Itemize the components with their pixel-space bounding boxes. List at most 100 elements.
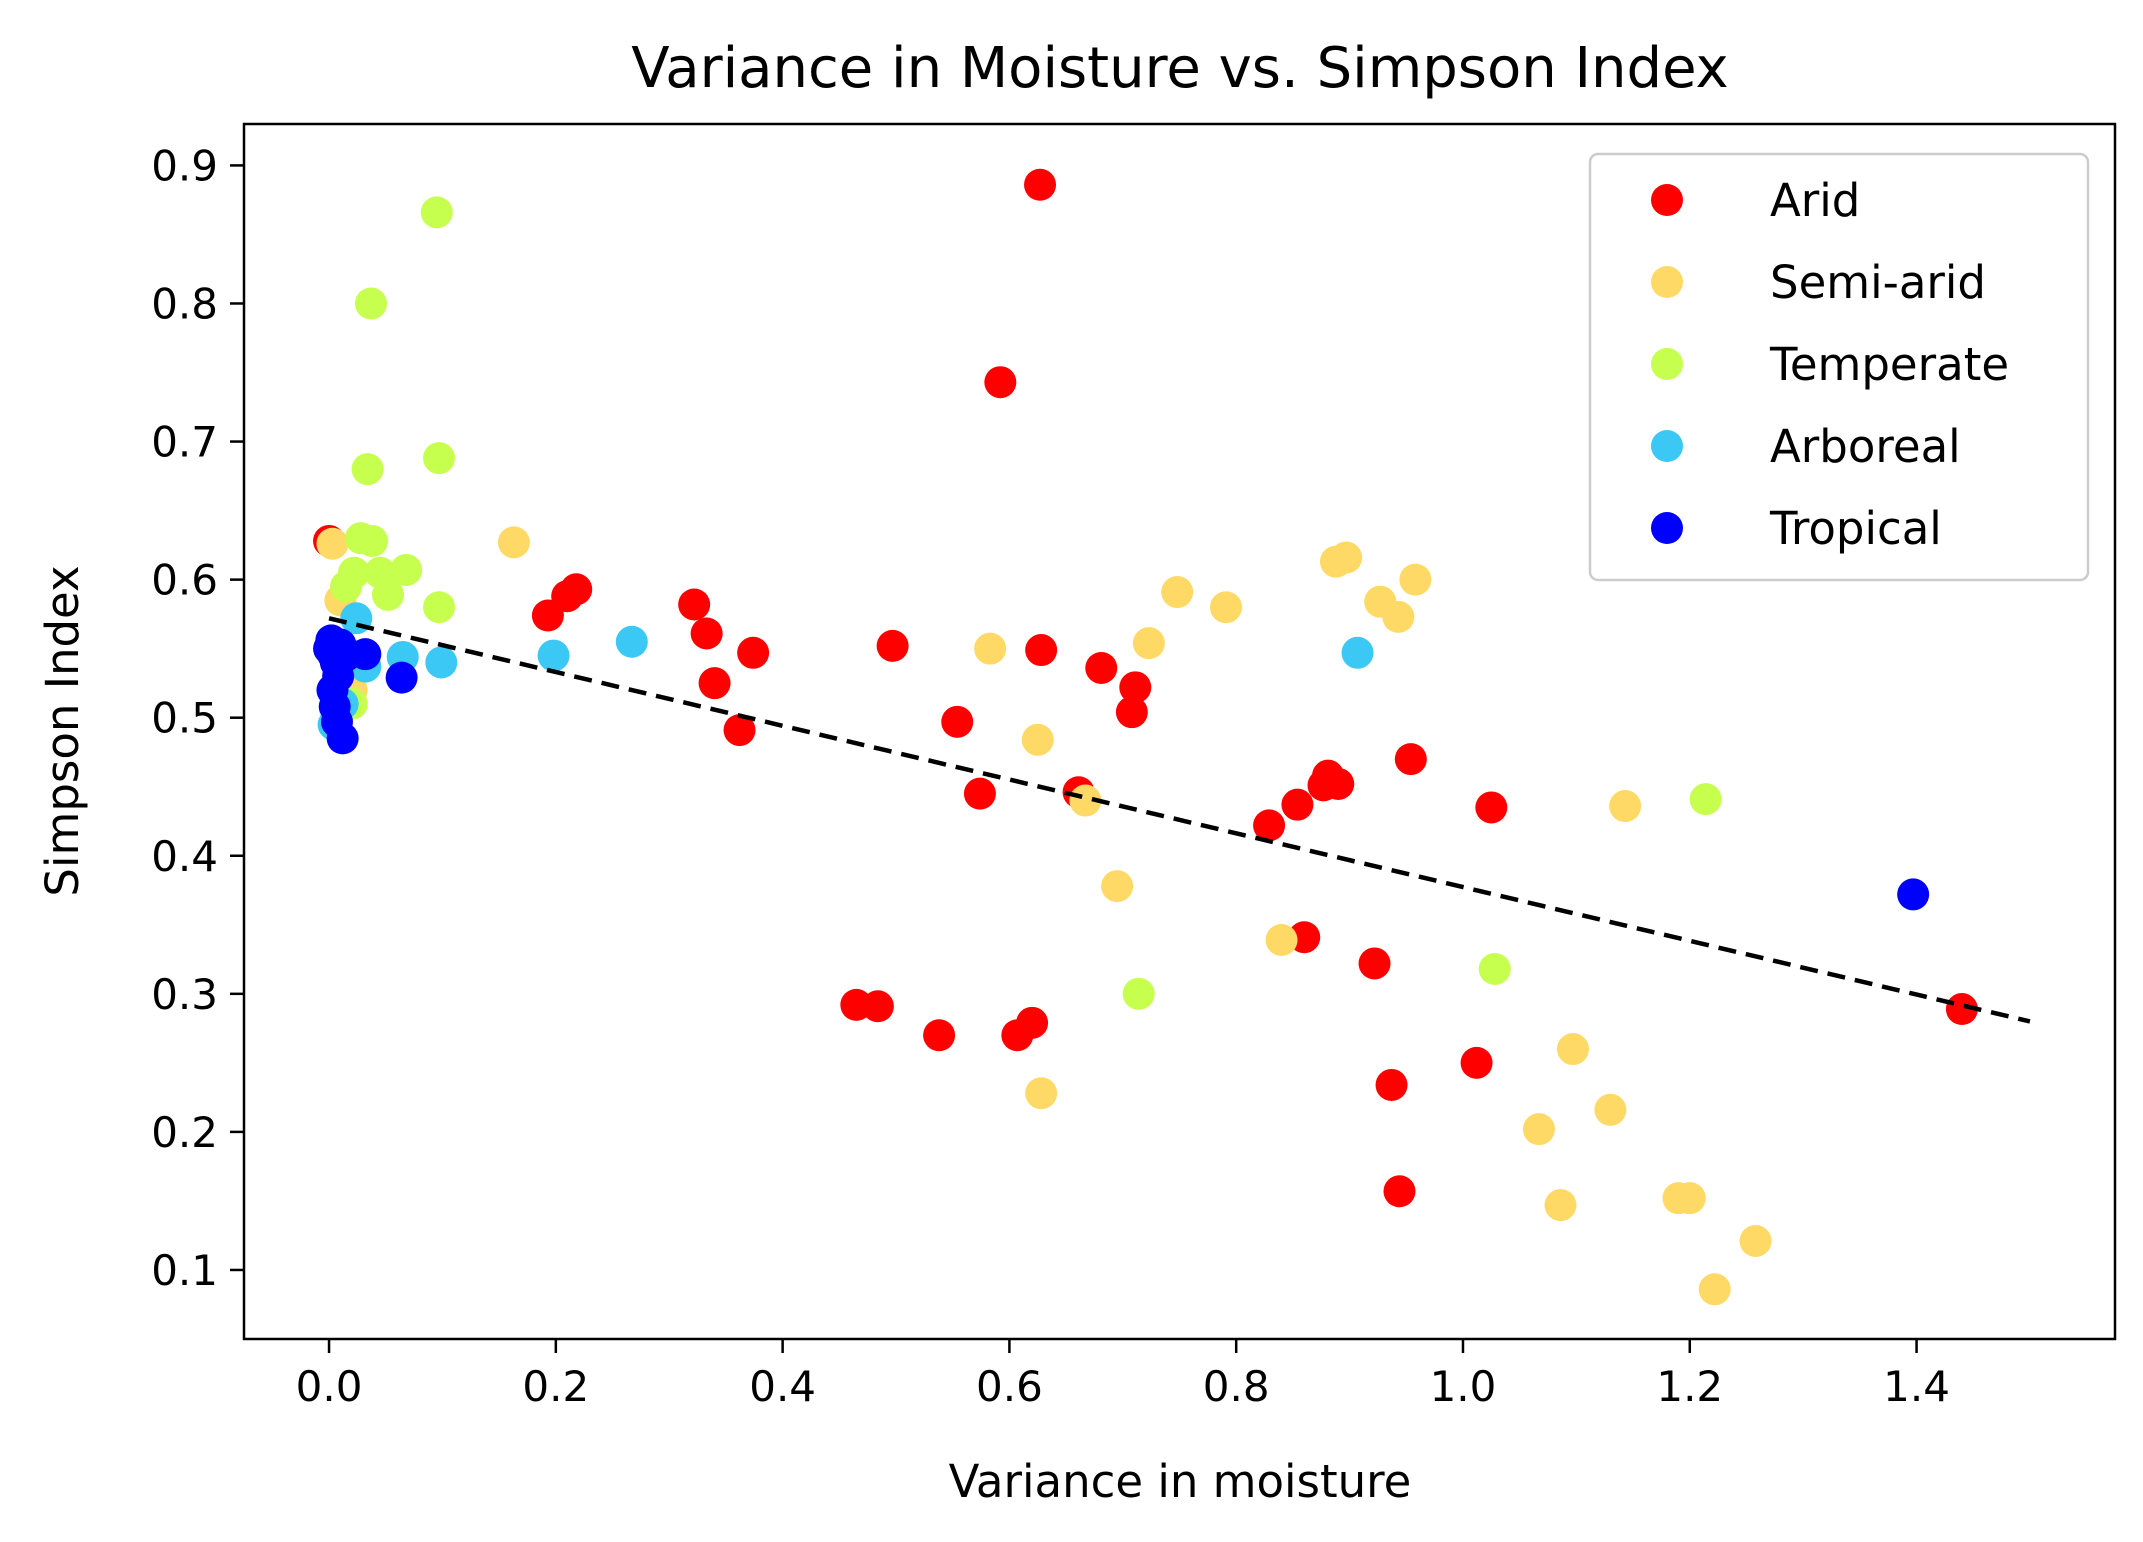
x-axis-ticks: 0.0 0.2 0.4 0.6 0.8 1.0 1.2 1.4: [296, 1339, 1950, 1411]
data-point: [1394, 743, 1427, 776]
data-point: [1478, 952, 1511, 985]
data-point: [1024, 168, 1057, 201]
legend-items: Arid Semi-arid Temperate Arboreal Tropical: [1651, 174, 2009, 555]
legend-label: Semi-arid: [1770, 256, 1986, 309]
data-point: [390, 553, 423, 586]
data-point: [1475, 791, 1508, 824]
legend-label: Temperate: [1769, 338, 2009, 391]
data-point: [1460, 1046, 1493, 1079]
data-point: [690, 617, 723, 650]
data-point: [1544, 1189, 1577, 1222]
y-tick-label: 0.8: [151, 279, 218, 328]
data-point: [1265, 923, 1298, 956]
y-tick-label: 0.9: [151, 141, 218, 190]
data-point: [1330, 541, 1363, 574]
x-tick-label: 0.0: [296, 1362, 363, 1411]
data-point: [1115, 696, 1148, 729]
data-point: [1594, 1093, 1627, 1126]
legend-marker: [1651, 266, 1683, 298]
trend-line: [328, 616, 2031, 1024]
y-tick-label: 0.6: [151, 556, 218, 605]
data-point: [984, 366, 1017, 399]
x-tick-label: 0.6: [976, 1362, 1043, 1411]
data-point: [385, 661, 418, 694]
data-point: [698, 667, 731, 700]
data-point: [723, 714, 756, 747]
data-point: [1209, 591, 1242, 624]
data-point: [1021, 723, 1054, 756]
data-point: [330, 570, 363, 603]
data-point: [1281, 788, 1314, 821]
data-point: [1698, 1273, 1731, 1306]
data-point: [1119, 671, 1152, 704]
x-tick-label: 0.2: [522, 1362, 589, 1411]
data-point: [423, 591, 456, 624]
data-point: [423, 442, 456, 475]
legend-marker: [1651, 512, 1683, 544]
data-point: [1399, 563, 1432, 596]
data-point: [1132, 627, 1165, 660]
x-tick-label: 0.8: [1203, 1362, 1270, 1411]
data-point: [861, 990, 894, 1023]
series-temperate: [330, 196, 1722, 1010]
data-point: [1522, 1113, 1555, 1146]
legend-label: Arboreal: [1770, 420, 1961, 473]
legend-frame: [1588, 152, 2090, 582]
data-point: [737, 636, 770, 669]
y-tick-label: 0.4: [151, 832, 218, 881]
data-point: [326, 722, 359, 755]
x-axis-label: Variance in moisture: [949, 1455, 1412, 1508]
y-axis-label: Simpson Index: [36, 565, 89, 896]
data-point: [1025, 634, 1058, 667]
data-point: [1016, 1006, 1049, 1039]
data-point: [1739, 1224, 1772, 1257]
data-point: [1556, 1033, 1589, 1066]
data-point: [1673, 1182, 1706, 1215]
x-tick-label: 1.4: [1883, 1362, 1950, 1411]
series-tropical: [313, 624, 1930, 911]
data-point: [356, 524, 389, 557]
y-axis-ticks: 0.1 0.2 0.3 0.4 0.5 0.6 0.7 0.8 0.9: [151, 141, 244, 1295]
legend: Arid Semi-arid Temperate Arboreal Tropical: [1588, 152, 2090, 582]
plot-frame: [242, 122, 2117, 1341]
data-point: [974, 632, 1007, 665]
data-point: [537, 639, 570, 672]
data-point: [372, 578, 405, 611]
data-point: [1253, 809, 1286, 842]
data-point: [1025, 1077, 1058, 1110]
data-point: [1609, 790, 1642, 823]
legend-marker: [1651, 348, 1683, 380]
data-point: [1322, 767, 1355, 800]
x-tick-label: 1.0: [1430, 1362, 1497, 1411]
data-point: [941, 705, 974, 738]
data-point: [1101, 870, 1134, 903]
data-point: [351, 453, 384, 486]
data-point: [560, 573, 593, 606]
y-tick-label: 0.7: [151, 418, 218, 467]
data-point: [1358, 947, 1391, 980]
series-arid: [313, 168, 1978, 1208]
data-point: [1161, 576, 1194, 609]
y-tick-label: 0.3: [151, 970, 218, 1019]
data-point: [1897, 878, 1930, 911]
data-point: [1085, 651, 1118, 684]
data-point: [349, 638, 382, 671]
x-tick-label: 1.2: [1656, 1362, 1723, 1411]
data-point: [1341, 636, 1374, 669]
data-point: [1382, 600, 1415, 633]
x-tick-label: 0.4: [749, 1362, 816, 1411]
data-point: [923, 1019, 956, 1052]
legend-label: Tropical: [1769, 502, 1942, 555]
y-tick-label: 0.5: [151, 694, 218, 743]
data-point: [497, 526, 530, 559]
y-tick-label: 0.1: [151, 1246, 218, 1295]
legend-label: Arid: [1770, 174, 1860, 227]
data-point: [963, 777, 996, 810]
chart-title: Variance in Moisture vs. Simpson Index: [631, 36, 1728, 101]
data-point: [316, 527, 349, 560]
data-point: [615, 625, 648, 658]
data-point: [678, 588, 711, 621]
data-point: [1689, 783, 1722, 816]
